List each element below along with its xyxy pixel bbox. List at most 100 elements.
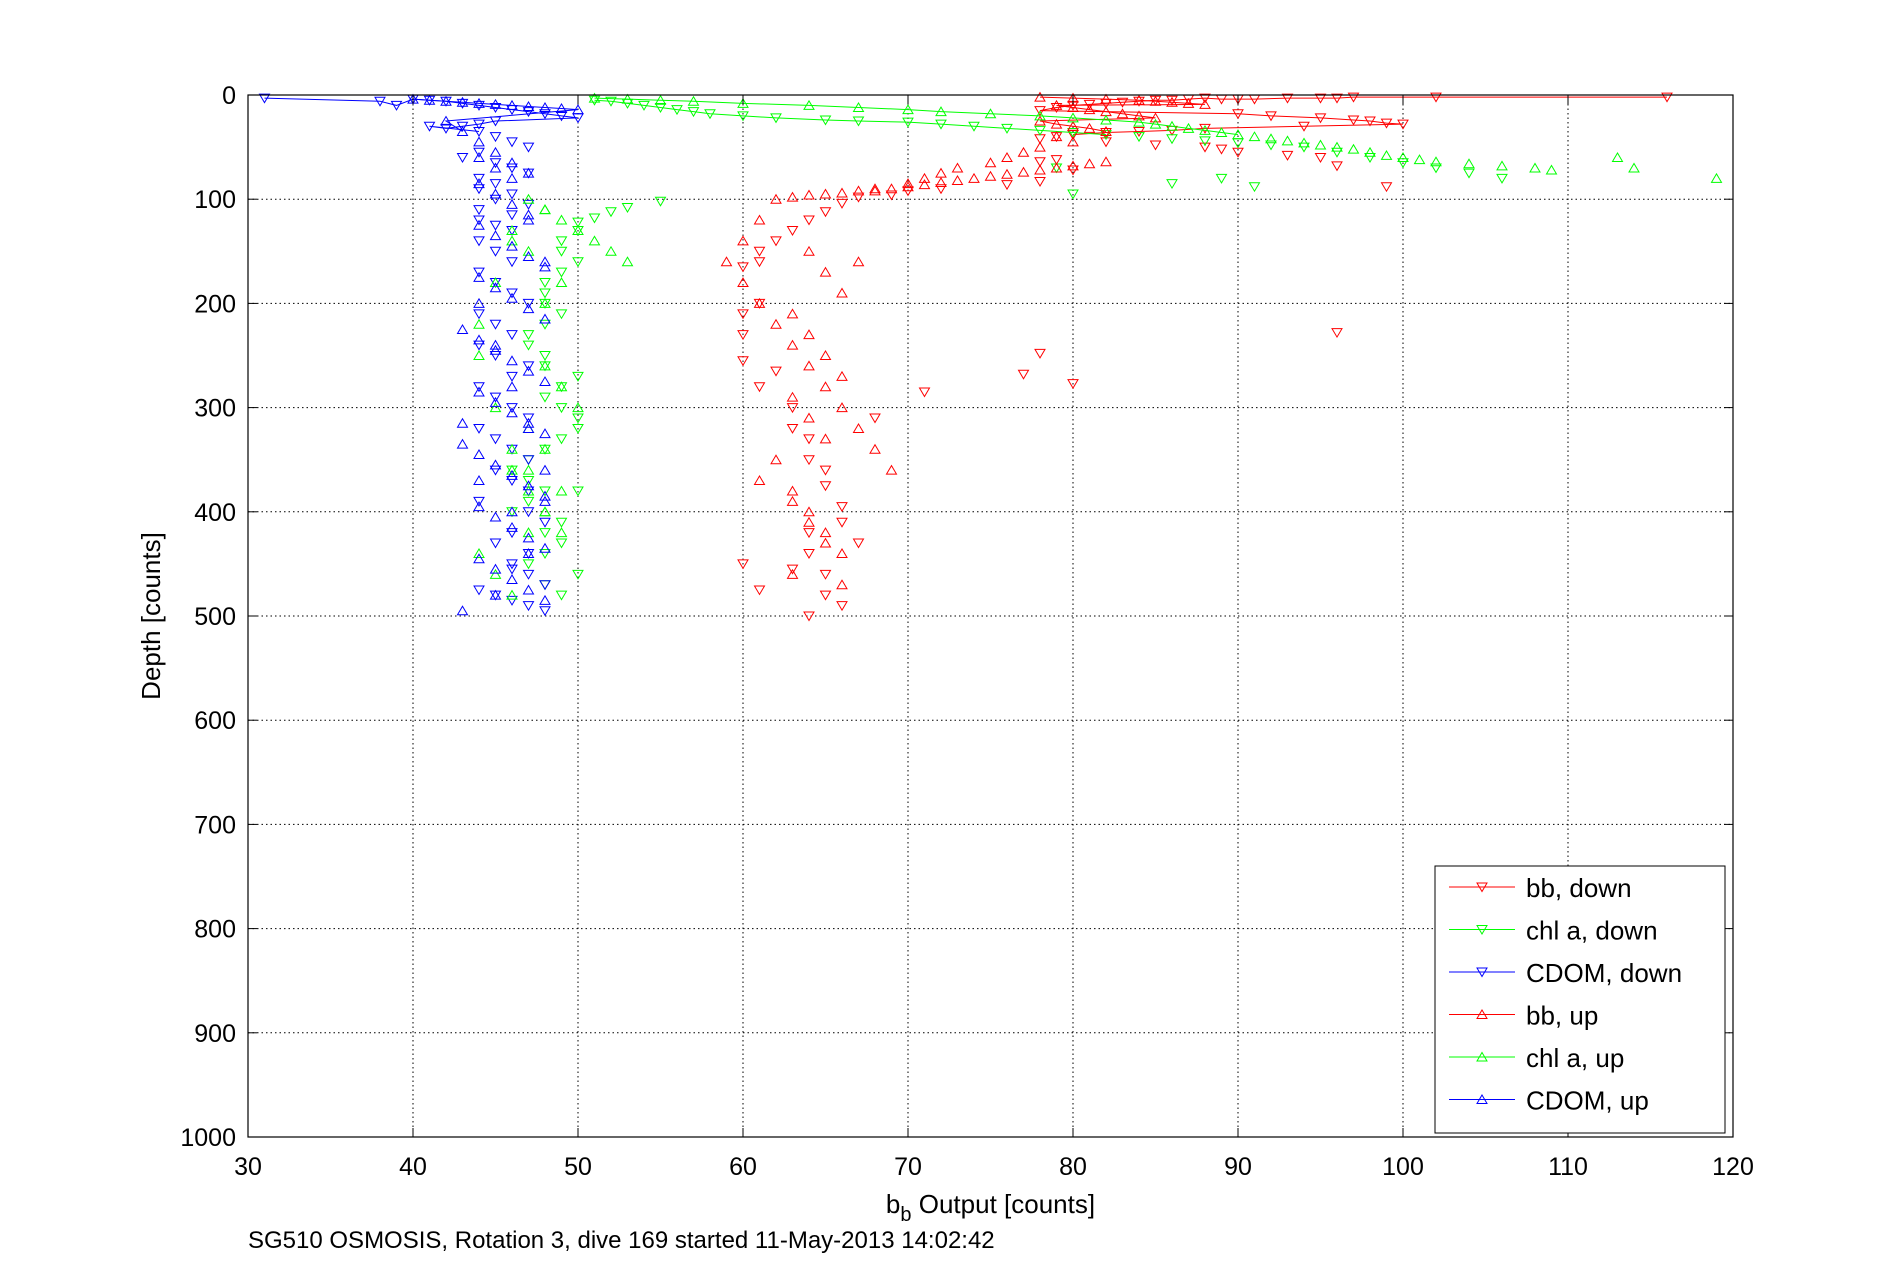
data-point	[1298, 121, 1310, 132]
x-tick-label: 80	[1059, 1153, 1087, 1181]
data-point	[770, 193, 782, 204]
data-point	[555, 590, 568, 601]
data-point	[555, 403, 568, 414]
data-point	[819, 481, 832, 492]
data-point	[803, 516, 815, 527]
data-point	[522, 532, 535, 543]
data-point	[1380, 118, 1393, 129]
data-point	[885, 183, 898, 194]
data-point	[1628, 162, 1640, 173]
data-point	[852, 185, 865, 196]
data-point	[1529, 162, 1541, 173]
legend-entry: CDOM, up	[1449, 1086, 1649, 1116]
data-point	[506, 235, 518, 246]
data-point	[836, 601, 848, 612]
data-point	[489, 282, 502, 293]
legend-label: bb, down	[1526, 873, 1632, 903]
data-point	[456, 438, 469, 449]
data-point	[786, 225, 799, 236]
data-point	[522, 340, 535, 351]
legend-label: bb, up	[1526, 1001, 1598, 1031]
data-point	[539, 313, 551, 324]
data-point	[1265, 133, 1277, 144]
data-point	[572, 224, 584, 235]
data-point	[473, 236, 485, 247]
series-cdom-up	[407, 93, 584, 616]
y-tick-label: 1000	[180, 1124, 236, 1152]
data-point	[506, 574, 518, 585]
data-point	[852, 192, 865, 203]
data-point	[819, 527, 832, 538]
data-point	[506, 407, 518, 418]
data-point	[605, 207, 617, 218]
data-point	[852, 538, 865, 549]
data-point	[522, 496, 535, 507]
data-point	[1116, 108, 1129, 119]
data-point	[1199, 142, 1211, 153]
data-point	[1199, 136, 1211, 147]
data-point	[555, 267, 568, 278]
legend-entry: bb, up	[1449, 1001, 1598, 1031]
data-point	[1067, 136, 1079, 147]
data-point	[539, 594, 551, 605]
data-point	[506, 163, 518, 174]
data-point	[489, 434, 502, 445]
data-point	[473, 553, 485, 564]
data-point	[522, 464, 535, 475]
data-point	[951, 162, 964, 173]
data-point	[539, 278, 551, 289]
data-point	[539, 256, 551, 267]
data-point	[522, 361, 535, 372]
data-point	[539, 443, 551, 454]
data-point	[935, 177, 947, 188]
legend: bb, down chl a, down CDOM, down bb, up chl a…	[1434, 865, 1726, 1134]
data-point	[720, 256, 733, 267]
data-point	[522, 527, 535, 538]
data-point	[968, 121, 980, 132]
data-point	[984, 170, 997, 181]
data-point	[1331, 141, 1343, 152]
data-point	[803, 360, 815, 371]
data-point	[572, 104, 584, 115]
data-point	[786, 339, 799, 350]
data-point	[489, 319, 502, 330]
data-point	[489, 396, 502, 407]
data-point	[1067, 112, 1079, 123]
data-point	[902, 104, 914, 115]
data-point	[1149, 112, 1162, 123]
axis-ticks: 30 40 50 60 70 80 90 100 110 120 0 100 200 300 400 500 6…	[180, 82, 1753, 1181]
data-point	[539, 428, 551, 439]
data-point	[489, 392, 502, 403]
data-point	[918, 387, 931, 398]
legend-entry: chl a, down	[1449, 916, 1658, 946]
legend-marker	[1476, 1094, 1488, 1104]
data-point	[1380, 149, 1393, 160]
data-point	[489, 339, 502, 350]
data-point	[555, 246, 568, 257]
data-point	[1050, 103, 1063, 113]
data-point	[836, 547, 848, 558]
data-point	[539, 261, 551, 272]
data-point	[473, 97, 485, 108]
data-point	[1397, 158, 1409, 169]
data-point	[605, 96, 617, 107]
data-point	[1050, 118, 1063, 129]
data-point	[456, 153, 469, 164]
data-point	[1661, 92, 1673, 103]
data-point	[1331, 93, 1343, 104]
data-point	[522, 485, 535, 496]
data-point	[819, 350, 832, 360]
data-point	[506, 506, 518, 517]
data-point	[1364, 146, 1376, 157]
data-point	[374, 96, 386, 107]
data-point	[506, 476, 518, 487]
data-point	[1248, 131, 1261, 142]
data-point	[737, 559, 749, 570]
data-point	[489, 132, 502, 143]
data-point	[1364, 116, 1376, 127]
data-point	[506, 288, 518, 299]
data-point	[522, 245, 535, 256]
x-tick-label: 110	[1548, 1153, 1588, 1181]
legend-entry: CDOM, down	[1449, 958, 1682, 988]
data-point	[473, 297, 485, 308]
